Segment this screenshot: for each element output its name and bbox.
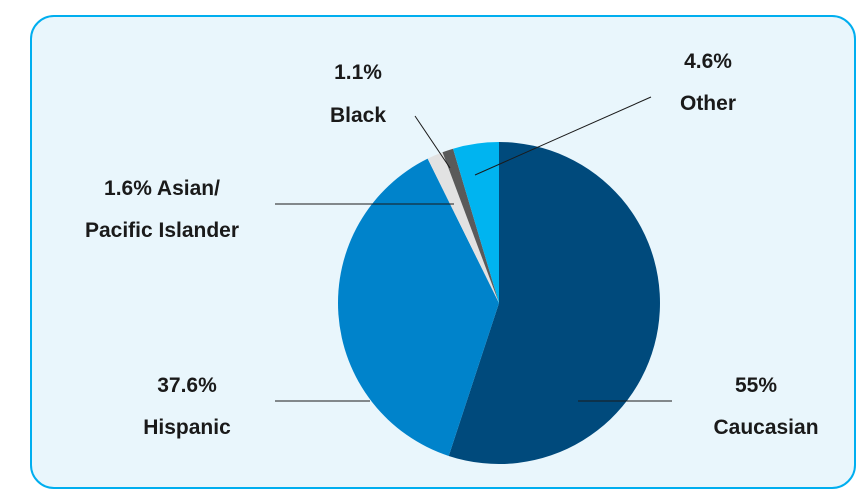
pie-slice-hispanic [337,158,499,456]
label-black-name: Black [330,104,386,127]
pie-slice-asian-pacific-islander [427,152,499,303]
pie-slice-caucasian [448,142,660,464]
data-labels: 55% Caucasian 37.6% Hispanic 1.6% Asian/… [85,50,819,439]
label-black-percent: 1.1% [334,61,382,84]
label-other-name: Other [680,92,736,115]
leader-lines [275,96,672,402]
label-other-percent: 4.6% [684,50,732,73]
label-caucasian-percent: 55% [735,374,777,397]
pie-slice-other [453,142,499,303]
leader-line-black [414,115,451,169]
label-hispanic-name: Hispanic [143,416,231,439]
label-asian-percent: 1.6% Asian/ [104,177,220,200]
pie-slice-black [442,148,499,303]
label-asian-name: Pacific Islander [85,219,239,242]
label-hispanic-percent: 37.6% [157,374,217,397]
pie-slices [337,142,660,464]
leader-line-other [474,96,652,176]
label-caucasian-name: Caucasian [713,416,818,439]
